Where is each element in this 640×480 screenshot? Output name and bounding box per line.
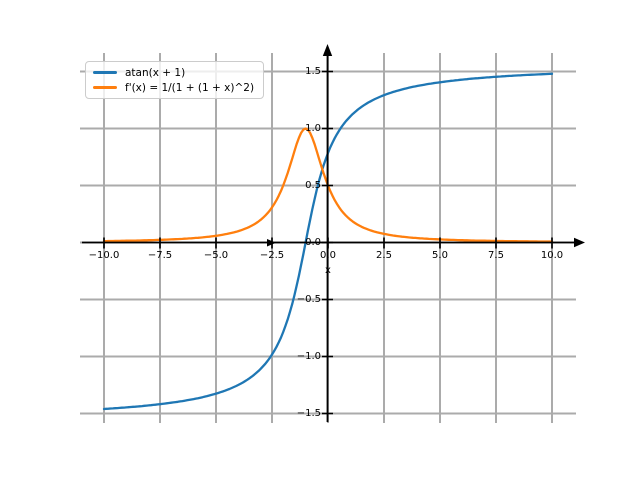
legend-label-atan: atan(x + 1) — [125, 66, 186, 79]
legend-line-sample-derivative-icon — [93, 86, 117, 89]
legend-line-sample-atan-icon — [93, 71, 117, 74]
axes-layer — [82, 44, 585, 422]
legend: atan(x + 1) f'(x) = 1/(1 + (1 + x)^2) — [85, 61, 265, 99]
y-axis-arrow-icon — [322, 44, 333, 56]
legend-entry-atan: atan(x + 1) — [93, 65, 254, 80]
legend-entry-derivative: f'(x) = 1/(1 + (1 + x)^2) — [93, 80, 254, 95]
x-axis-arrow-icon — [574, 237, 585, 248]
legend-label-derivative: f'(x) = 1/(1 + (1 + x)^2) — [125, 81, 255, 94]
